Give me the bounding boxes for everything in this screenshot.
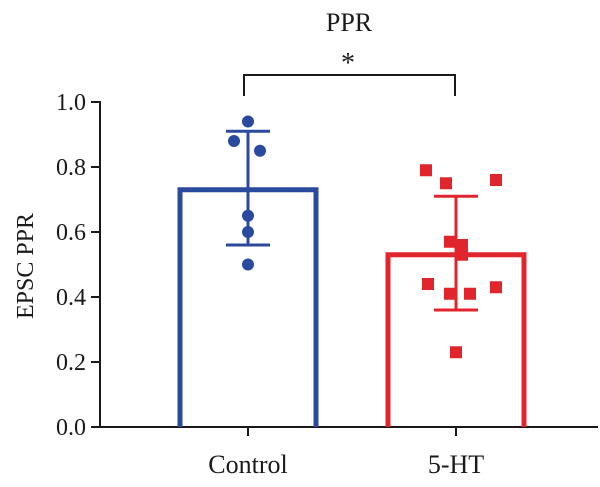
y-tick-label: 0.6 [56, 220, 86, 246]
data-point [464, 287, 476, 300]
data-point [228, 135, 240, 147]
x-category-label: 5-HT [428, 450, 484, 479]
data-point [254, 144, 266, 157]
y-tick-label: 0.8 [56, 155, 86, 181]
y-tick-label: 1.0 [56, 90, 86, 116]
data-point [420, 164, 432, 177]
data-point [440, 177, 452, 190]
data-point [444, 235, 456, 248]
data-point [242, 258, 254, 271]
data-point [444, 287, 456, 300]
significance-bracket [243, 74, 456, 96]
data-point [450, 346, 462, 359]
data-point [456, 239, 468, 251]
y-tick-label: 0.4 [56, 285, 86, 311]
data-point [490, 281, 502, 294]
data-point [456, 248, 468, 261]
y-axis-label: EPSC PPR [13, 213, 39, 319]
data-point [422, 278, 434, 290]
data-point [490, 174, 502, 186]
significance-label: * [341, 48, 355, 79]
data-point [242, 115, 254, 128]
x-category-label: Control [208, 450, 287, 479]
chart-title: PPR [326, 8, 373, 37]
plot-area: 0.0 0.2 0.4 0.6 0.8 1.0 Control 5-HT [56, 74, 598, 479]
y-tick-label: 0.2 [56, 350, 86, 376]
y-tick-label: 0.0 [56, 415, 86, 441]
